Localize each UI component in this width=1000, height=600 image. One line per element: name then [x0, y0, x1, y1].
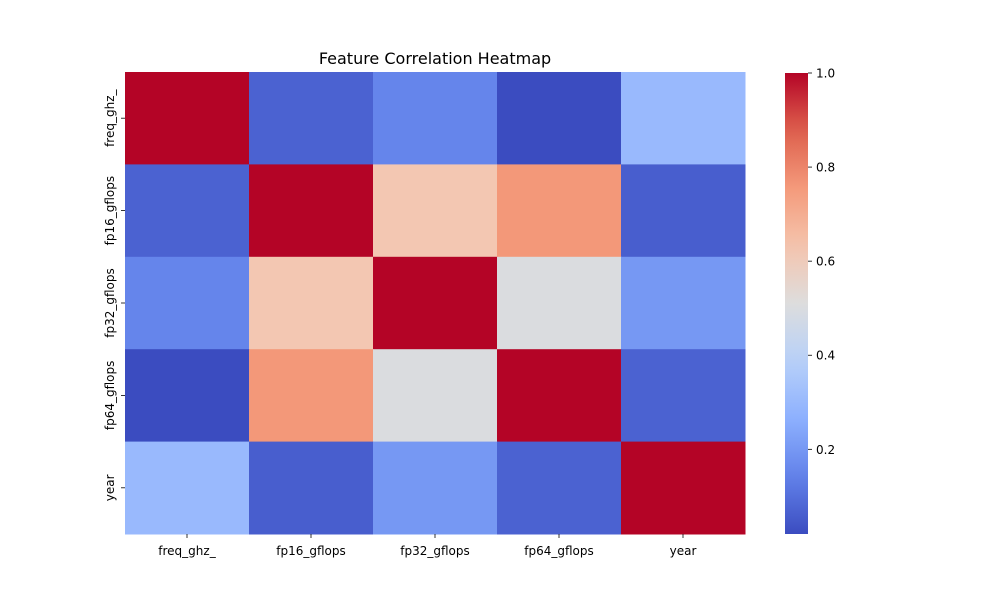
- heatmap-cell-freq_ghz_-fp16_gflops: [249, 72, 374, 165]
- heatmap-cell-fp16_gflops-fp64_gflops: [497, 164, 622, 258]
- heatmap-cell-fp16_gflops-year: [621, 164, 746, 258]
- heatmap-cell-fp32_gflops-fp32_gflops: [373, 256, 498, 350]
- heatmap-cell-fp32_gflops-fp16_gflops: [249, 256, 374, 350]
- heatmap-cell-freq_ghz_-fp64_gflops: [497, 72, 622, 165]
- x-tick-label: fp16_gflops: [276, 544, 346, 558]
- chart-title: Feature Correlation Heatmap: [319, 49, 551, 68]
- colorbar-tick-label: 0.4: [816, 349, 835, 363]
- heatmap-cells: [125, 72, 746, 535]
- colorbar-tick-label: 0.8: [816, 161, 835, 175]
- heatmap-cell-year-year: [621, 441, 746, 535]
- y-tick-label: fp32_gflops: [103, 268, 117, 338]
- colorbar-tick-label: 1.0: [816, 67, 835, 81]
- colorbar-tick-label: 0.6: [816, 255, 835, 269]
- heatmap-cell-fp64_gflops-fp64_gflops: [497, 349, 622, 443]
- y-tick-label: fp64_gflops: [103, 361, 117, 431]
- heatmap-cell-freq_ghz_-fp32_gflops: [373, 72, 498, 165]
- x-tick-label: fp64_gflops: [524, 544, 594, 558]
- heatmap-cell-fp64_gflops-freq_ghz_: [125, 349, 250, 443]
- heatmap-cell-fp32_gflops-year: [621, 256, 746, 350]
- y-tick-label: fp16_gflops: [103, 176, 117, 246]
- x-axis: freq_ghz_ fp16_gflops fp32_gflops fp64_gflo…: [158, 534, 696, 558]
- heatmap-cell-fp64_gflops-fp16_gflops: [249, 349, 374, 443]
- heatmap-cell-fp16_gflops-fp16_gflops: [249, 164, 374, 258]
- heatmap-cell-year-fp64_gflops: [497, 441, 622, 535]
- y-tick-label: year: [103, 474, 117, 501]
- heatmap-cell-year-freq_ghz_: [125, 441, 250, 535]
- heatmap-cell-fp16_gflops-fp32_gflops: [373, 164, 498, 258]
- x-tick-label: freq_ghz_: [158, 544, 216, 558]
- colorbar-tick-label: 0.2: [816, 443, 835, 457]
- heatmap-cell-freq_ghz_-freq_ghz_: [125, 72, 250, 165]
- x-tick-label: fp32_gflops: [400, 544, 470, 558]
- heatmap-cell-year-fp32_gflops: [373, 441, 498, 535]
- heatmap-cell-fp16_gflops-freq_ghz_: [125, 164, 250, 258]
- heatmap-cell-fp32_gflops-freq_ghz_: [125, 256, 250, 350]
- heatmap-cell-fp32_gflops-fp64_gflops: [497, 256, 622, 350]
- colorbar: 0.2 0.4 0.6 0.8 1.0: [785, 67, 835, 534]
- heatmap-cell-fp64_gflops-fp32_gflops: [373, 349, 498, 443]
- heatmap-cell-year-fp16_gflops: [249, 441, 374, 535]
- y-tick-label: freq_ghz_: [103, 88, 117, 146]
- y-axis: freq_ghz_ fp16_gflops fp32_gflops fp64_gflo…: [103, 88, 125, 501]
- x-tick-label: year: [670, 544, 697, 558]
- heatmap-cell-freq_ghz_-year: [621, 72, 746, 165]
- heatmap-cell-fp64_gflops-year: [621, 349, 746, 443]
- colorbar-gradient: [785, 73, 808, 534]
- colorbar-ticks: 0.2 0.4 0.6 0.8 1.0: [808, 67, 835, 457]
